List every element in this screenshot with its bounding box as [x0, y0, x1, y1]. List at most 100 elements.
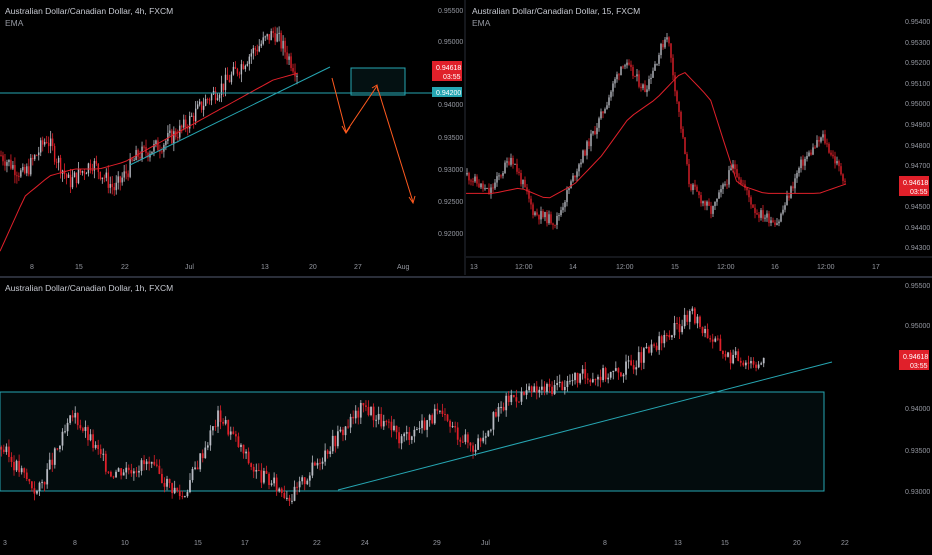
- candle-body: [709, 338, 712, 340]
- candle-body: [594, 131, 596, 135]
- candle-body: [487, 430, 490, 437]
- candle-body: [177, 137, 179, 139]
- candle-body: [464, 434, 467, 442]
- candle-body: [34, 155, 36, 160]
- candle-body: [508, 161, 510, 165]
- candle-body: [579, 373, 582, 383]
- candle-body: [734, 351, 737, 355]
- candle-body: [830, 152, 832, 155]
- candle-body: [153, 461, 156, 465]
- candle-body: [784, 205, 786, 210]
- candle-body: [250, 463, 253, 467]
- candle-body: [49, 138, 52, 147]
- candle-body: [28, 166, 30, 175]
- candle-body: [500, 406, 502, 408]
- candle-body: [53, 146, 56, 162]
- candle-body: [18, 460, 21, 473]
- x-axis-4h[interactable]: 8 15 22 Jul 13 20 27 Aug: [30, 264, 410, 271]
- candle-body: [580, 162, 582, 165]
- trendline-4h[interactable]: [129, 66, 331, 166]
- candle-body: [260, 43, 262, 47]
- candle-body: [280, 488, 283, 493]
- candle-body: [107, 471, 110, 473]
- candle-body: [604, 368, 607, 380]
- candle-body: [768, 213, 770, 223]
- candle-body: [600, 111, 602, 119]
- candle-body: [496, 176, 498, 183]
- candle-body: [121, 177, 123, 183]
- candle-body: [344, 426, 347, 436]
- y-axis-1h[interactable]: 0.95500 0.95000 0.94000 0.93500 0.93000 …: [899, 283, 930, 496]
- candle-body: [562, 207, 564, 211]
- candle-body: [102, 453, 105, 455]
- candle-body: [375, 419, 378, 421]
- xtick-4h-1: 8: [30, 264, 34, 271]
- candle-body: [584, 369, 587, 379]
- candle-body: [682, 128, 684, 138]
- candles-15m: [466, 32, 846, 230]
- candle-body: [48, 459, 51, 470]
- candle-body: [264, 36, 266, 38]
- candle-body: [706, 201, 708, 206]
- chart-panel-15m[interactable]: Australian Dollar/Canadian Dollar, 15, F…: [466, 6, 930, 271]
- candle-body: [167, 133, 169, 142]
- y-axis-4h[interactable]: 0.95500 0.95000 0.94000 0.93500 0.93000 …: [432, 8, 463, 238]
- candle-body: [38, 152, 40, 156]
- candle-body: [502, 406, 505, 411]
- candle-body: [507, 395, 510, 403]
- candle-body: [28, 478, 31, 482]
- candle-body: [653, 344, 655, 346]
- candle-body: [556, 382, 559, 386]
- chart-panel-1h[interactable]: Australian Dollar/Canadian Dollar, 1h, F…: [0, 283, 930, 547]
- candle-body: [482, 183, 484, 189]
- candle-body: [550, 214, 552, 224]
- candle-body: [606, 105, 608, 110]
- candle-body: [718, 192, 720, 199]
- candle-body: [760, 363, 763, 365]
- candle-body: [111, 184, 113, 188]
- ytick-1h-5: 0.93500: [905, 448, 930, 455]
- candle-body: [650, 77, 652, 80]
- candle-body: [522, 179, 524, 185]
- candle-body: [155, 140, 157, 144]
- chart-panel-4h[interactable]: Australian Dollar/Canadian Dollar, 4h, F…: [0, 6, 463, 271]
- xtick-15m-6: 12:00: [717, 264, 735, 271]
- candle-body: [762, 210, 764, 219]
- price-tag-15m-value: 0.94618: [903, 180, 928, 187]
- xtick-4h-7: 27: [354, 264, 362, 271]
- candle-body: [319, 462, 321, 464]
- candle-body: [132, 471, 135, 474]
- candle-body: [59, 445, 61, 450]
- candle-body: [240, 64, 243, 75]
- x-axis-1h[interactable]: 3 8 10 15 17 22 24 29 Jul 8 13 15 20 22: [3, 540, 849, 547]
- trendline-1h[interactable]: [337, 361, 833, 491]
- candle-body: [262, 37, 264, 44]
- candle-body: [548, 383, 551, 387]
- candle-body: [796, 173, 798, 179]
- candle-body: [742, 183, 744, 185]
- candle-body: [89, 163, 92, 171]
- candle-body: [596, 127, 598, 135]
- candle-body: [609, 371, 612, 378]
- candle-body: [8, 446, 10, 457]
- candle-body: [367, 406, 370, 416]
- candle-body: [581, 369, 584, 374]
- candle-body: [208, 99, 211, 101]
- ytick-15m-7: 0.94800: [905, 143, 930, 150]
- candle-body: [538, 389, 541, 393]
- candle-body: [232, 66, 235, 75]
- candle-body: [838, 161, 840, 167]
- candle-body: [263, 470, 265, 483]
- candle-body: [433, 408, 436, 424]
- projection-arrow-path[interactable]: [331, 77, 414, 203]
- candle-body: [548, 214, 550, 224]
- candle-body: [754, 207, 756, 214]
- candle-body: [678, 324, 681, 333]
- candle-body: [95, 160, 98, 164]
- candle-body: [684, 137, 686, 155]
- candle-body: [331, 435, 334, 452]
- y-axis-15m[interactable]: 0.95400 0.95300 0.95200 0.95100 0.95000 …: [899, 19, 930, 252]
- candle-body: [276, 33, 278, 42]
- x-axis-15m[interactable]: 13 12:00 14 12:00 15 12:00 16 12:00 17: [470, 264, 880, 271]
